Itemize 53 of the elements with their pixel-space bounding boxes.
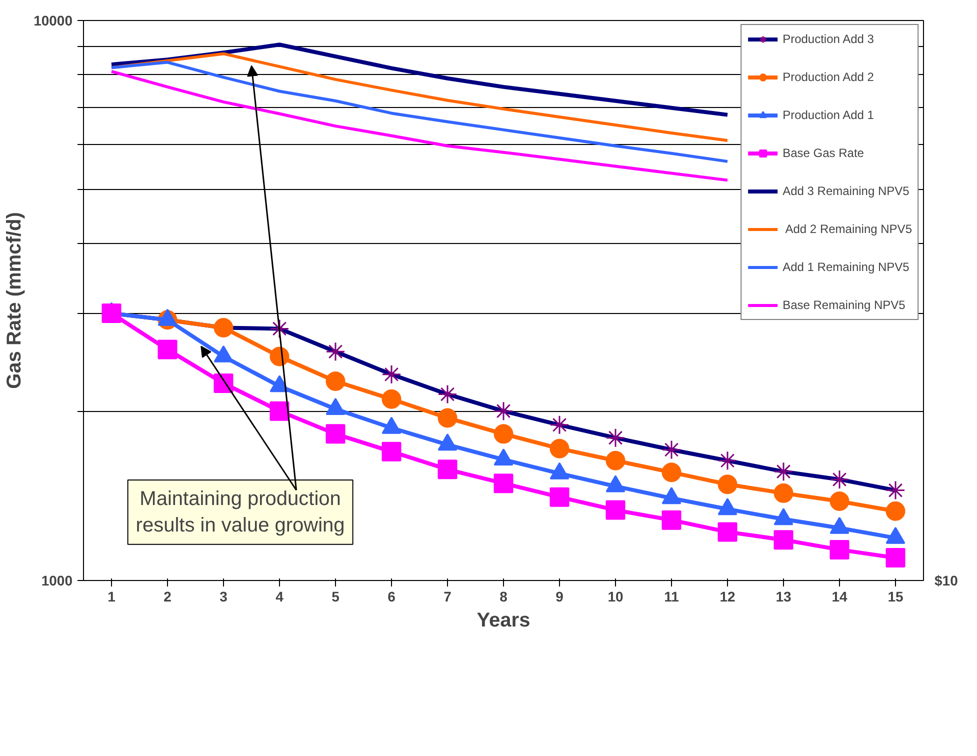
point [774,530,794,550]
legend-label: Production Add 3 [782,32,874,46]
point [718,474,738,494]
point [606,500,626,520]
x-axis-title: Years [476,610,530,632]
point [494,474,514,494]
x-tick-label: 8 [500,588,508,604]
point [774,483,794,503]
y-tick-label: 10000 [34,12,73,28]
point [158,340,178,360]
x-tick-label: 2 [164,588,172,604]
point [326,424,346,444]
legend-label: Base Gas Rate [782,146,864,160]
legend-label: Production Add 2 [782,70,874,84]
legend-label: Base Remaining NPV5 [782,298,906,312]
x-tick-label: 1 [108,588,116,604]
point [662,462,682,482]
text: Add 1 Remaining NPV5 [782,260,910,274]
point [886,501,906,521]
x-tick-label: 11 [664,588,680,604]
x-tick-label: 5 [332,588,340,604]
x-tick-label: 14 [832,588,848,604]
point [382,442,402,462]
point [438,408,458,428]
point [830,540,850,560]
point [550,438,570,458]
point [886,548,906,568]
text: Add 3 Remaining NPV5 [782,184,910,198]
x-tick-label: 7 [444,588,452,604]
x-tick-label: 9 [556,588,564,604]
point [718,522,738,542]
y-axis-title: Gas Rate (mmcf/d) [4,212,26,389]
legend-label: Production Add 1 [782,108,874,122]
text: $10 [934,572,958,588]
point [270,401,290,421]
point [382,389,402,409]
x-tick-label: 3 [220,588,228,604]
y-tick-label: 1000 [41,572,73,588]
point [830,492,850,512]
x-tick-label: 13 [776,588,792,604]
point [438,460,458,480]
x-tick-label: 10 [608,588,624,604]
x-tick-label: 4 [276,588,284,604]
x-tick-label: 6 [388,588,396,604]
point [662,510,682,530]
point [606,450,626,470]
point [326,372,346,391]
point [494,424,514,444]
text: Add 2 Remaining NPV5 [784,222,912,236]
point [550,487,570,507]
x-tick-label: 12 [720,588,736,604]
annotation: Maintaining production results in value growing [136,488,345,536]
x-tick-label: 15 [888,588,904,604]
